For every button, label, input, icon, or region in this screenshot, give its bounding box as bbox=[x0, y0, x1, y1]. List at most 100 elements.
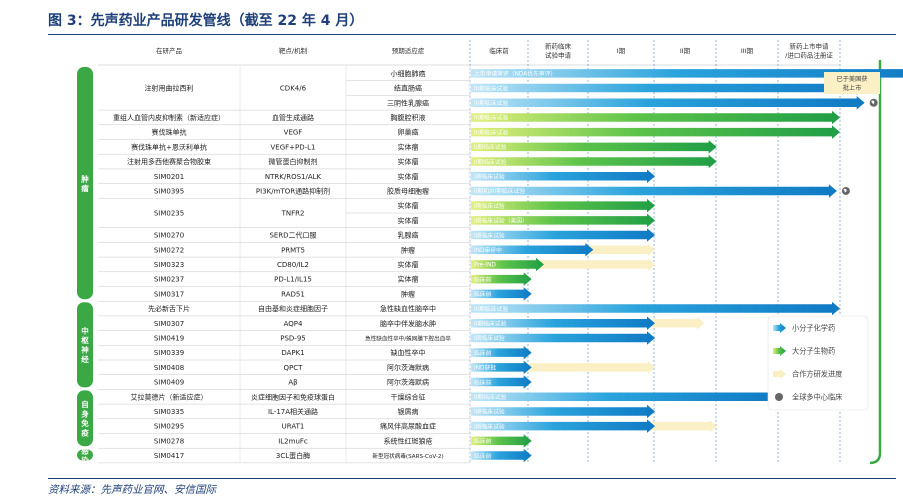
header-8: 新药上市申请 bbox=[790, 42, 830, 51]
legend-swatch-small_molecule bbox=[773, 323, 786, 333]
category-label-3: 染 bbox=[80, 455, 89, 465]
product-name: SIM0323 bbox=[154, 261, 184, 269]
bar-label: 上市申请审评（NDA优先审评） bbox=[474, 70, 556, 78]
bar-label: I期临床试验 bbox=[474, 334, 505, 342]
progress-bar bbox=[471, 96, 865, 110]
header-3: 临床前 bbox=[489, 46, 509, 55]
indication: 卵巢癌 bbox=[398, 128, 419, 137]
bar-label: II期和/III期临床试验 bbox=[474, 187, 525, 195]
indication: 脑卒中伴发脑水肿 bbox=[380, 319, 436, 328]
indication: 结直肠癌 bbox=[394, 84, 422, 93]
target-name: PRMT5 bbox=[281, 246, 305, 254]
indication: 实体瘤 bbox=[398, 216, 419, 225]
bar-label: II期临床试验 bbox=[474, 319, 507, 327]
bar-label: I期临床试验 bbox=[474, 231, 505, 239]
product-name: SIM0278 bbox=[154, 437, 184, 445]
bar-label: 临床前 bbox=[474, 349, 492, 357]
bar-label: III期临床试验 bbox=[474, 114, 508, 122]
indication: 肿瘤 bbox=[401, 245, 415, 254]
target-name: CD80/IL2 bbox=[277, 261, 309, 269]
bar-label: I期临床试验 bbox=[474, 202, 505, 210]
target-name: PSD-95 bbox=[280, 334, 306, 342]
bar-label: 临床前 bbox=[474, 275, 492, 283]
bar-label: II期临床试验 bbox=[474, 158, 507, 166]
target-name: TNFR2 bbox=[281, 210, 305, 218]
progress-bar bbox=[471, 81, 865, 95]
indication: 实体瘤 bbox=[398, 275, 419, 284]
header-8: /进口药品注册证 bbox=[785, 51, 833, 60]
target-name: Aβ bbox=[288, 379, 297, 387]
progress-bar bbox=[471, 140, 717, 154]
target-name: RAD51 bbox=[281, 290, 305, 298]
bar-label: 临床前 bbox=[474, 378, 492, 386]
bar-label: I期临床试验 bbox=[474, 408, 505, 416]
progress-bar bbox=[471, 375, 532, 389]
category-label-2: 自 bbox=[81, 399, 89, 409]
product-name: SIM0417 bbox=[154, 452, 184, 460]
product-name: SIM0237 bbox=[154, 276, 184, 284]
approval-callout-text-1: 已于美国获 bbox=[837, 75, 868, 83]
progress-bar bbox=[471, 404, 655, 419]
progress-bar bbox=[471, 184, 837, 198]
progress-bar bbox=[471, 243, 594, 257]
indication: 痛风伴高尿酸血症 bbox=[380, 422, 436, 431]
target-name: IL2muFc bbox=[278, 437, 308, 445]
progress-bar bbox=[471, 419, 655, 433]
indication: 干燥综合征 bbox=[391, 392, 426, 401]
category-label-1: 中 bbox=[81, 326, 89, 336]
bar-label: 临床前 bbox=[474, 437, 492, 445]
indication: 实体瘤 bbox=[398, 201, 419, 210]
indication: 阿尔茨海默病 bbox=[387, 363, 429, 372]
progress-bar bbox=[471, 287, 532, 301]
indication: 肿瘤 bbox=[401, 289, 415, 298]
header-5: I期 bbox=[617, 47, 626, 55]
product-name: SIM0272 bbox=[154, 246, 184, 254]
header-6: II期 bbox=[680, 47, 691, 55]
target-name: NTRK/ROS1/ALK bbox=[265, 173, 322, 181]
header-1: 靶点/机制 bbox=[279, 46, 308, 55]
target-name: 炎症细胞因子和免疫球蛋白 bbox=[251, 392, 335, 401]
bar-label: 临床前 bbox=[474, 452, 492, 460]
product-name: 注射用曲拉西利 bbox=[145, 84, 194, 93]
indication: 乳腺癌 bbox=[398, 231, 419, 240]
bar-label: I期临床试验 bbox=[474, 172, 505, 180]
progress-bar bbox=[471, 272, 532, 286]
right-border bbox=[869, 60, 882, 465]
product-name: 艾拉莫德片（新适应症） bbox=[131, 392, 208, 401]
bar-label: III期临床试验 bbox=[474, 99, 508, 107]
bar-label: III期临床试验 bbox=[474, 84, 508, 92]
bar-label: II期临床试验 bbox=[474, 143, 507, 151]
target-name: DAPK1 bbox=[281, 349, 304, 357]
legend-label-global: 全球多中心临床 bbox=[792, 393, 842, 402]
product-name: SIM0335 bbox=[154, 408, 184, 416]
target-name: 微管蛋白抑制剂 bbox=[269, 157, 318, 166]
progress-bar bbox=[471, 390, 779, 404]
target-name: SERD二代口服 bbox=[269, 231, 316, 240]
progress-bar bbox=[471, 213, 655, 228]
indication: 胶质母细胞瘤 bbox=[387, 186, 429, 195]
progress-bar bbox=[471, 448, 532, 463]
target-name: CDK4/6 bbox=[280, 85, 307, 93]
category-label-1: 枢 bbox=[81, 335, 89, 345]
category-band-3 bbox=[77, 449, 93, 461]
category-label-2: 身 bbox=[81, 409, 89, 419]
progress-bar bbox=[471, 257, 544, 272]
legend-swatch-biologic bbox=[773, 346, 786, 356]
progress-bar bbox=[471, 316, 655, 330]
indication: 阿尔茨海默病 bbox=[387, 378, 429, 387]
target-name: VEGF bbox=[284, 129, 303, 137]
progress-bar bbox=[471, 434, 532, 448]
target-name: 血管生成通路 bbox=[272, 113, 314, 122]
bar-label: II期临床试验 bbox=[474, 393, 507, 401]
product-name: SIM0419 bbox=[154, 334, 184, 342]
product-name: SIM0408 bbox=[154, 364, 184, 372]
indication: 实体瘤 bbox=[398, 260, 419, 269]
category-label-1: 神 bbox=[81, 345, 89, 355]
category-label-3: 感 bbox=[81, 445, 89, 455]
legend-label-partner: 合作方研发进度 bbox=[792, 370, 842, 379]
target-name: PI3K/mTOR通路抑制剂 bbox=[256, 186, 330, 195]
bar-label: IND审评中 bbox=[474, 246, 502, 254]
product-name: 先必新舌下片 bbox=[148, 304, 190, 313]
product-name: SIM0235 bbox=[154, 210, 184, 218]
